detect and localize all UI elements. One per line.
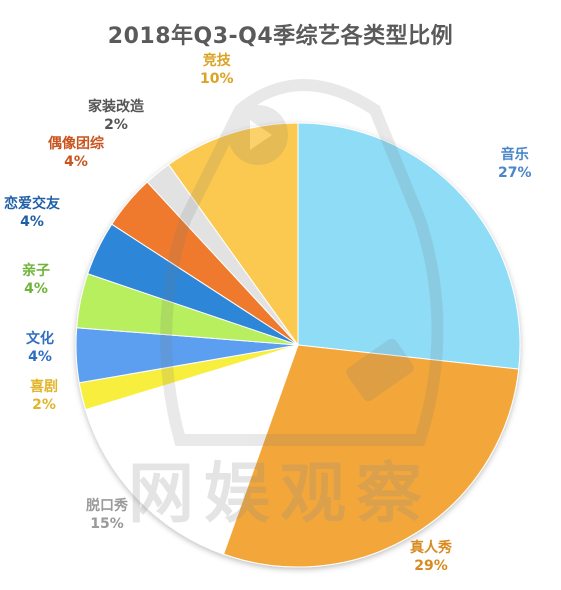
slice-label-6: 恋爱交友 4% — [4, 195, 60, 231]
chart-title: 2018年Q3-Q4季综艺各类型比例 — [107, 24, 454, 49]
slice-name: 竞技 — [202, 53, 231, 69]
slice-name: 真人秀 — [410, 540, 452, 556]
slice-name: 恋爱交友 — [4, 196, 60, 212]
slice-percent: 4% — [28, 349, 52, 365]
slice-label-4: 文化 4% — [26, 330, 54, 366]
slice-name: 亲子 — [22, 263, 50, 279]
penguin-play-logo — [160, 79, 444, 446]
slice-percent: 15% — [90, 516, 124, 532]
slice-label-2: 脱口秀 15% — [86, 497, 128, 533]
pie-slice-9 — [167, 122, 299, 347]
slice-label-8: 家装改造 2% — [88, 98, 144, 134]
slice-label-9: 竞技 10% — [200, 52, 234, 88]
slice-label-7: 偶像团综 4% — [48, 135, 104, 171]
slice-name: 喜剧 — [30, 379, 58, 395]
slice-label-0: 音乐 27% — [498, 146, 532, 182]
slice-percent: 2% — [104, 117, 128, 133]
slice-percent: 4% — [20, 214, 44, 230]
slice-percent: 10% — [200, 71, 234, 87]
slice-label-5: 亲子 4% — [22, 262, 50, 298]
slice-name: 家装改造 — [88, 99, 144, 115]
slice-name: 脱口秀 — [86, 498, 128, 514]
pie-slices — [75, 122, 521, 568]
slice-percent: 29% — [414, 558, 448, 574]
slice-percent: 2% — [32, 397, 56, 413]
slice-percent: 4% — [64, 154, 88, 170]
slice-percent: 27% — [498, 165, 532, 181]
slice-name: 文化 — [26, 331, 54, 347]
pie-slice-1 — [222, 344, 520, 568]
slice-name: 偶像团综 — [48, 136, 104, 152]
pie-slice-2 — [84, 344, 299, 555]
slice-percent: 4% — [24, 281, 48, 297]
watermark-text: 网娱观察 — [128, 455, 432, 532]
pie-slice-0 — [297, 122, 521, 370]
slice-label-1: 真人秀 29% — [410, 539, 452, 575]
slice-name: 音乐 — [500, 147, 529, 163]
slice-label-3: 喜剧 2% — [30, 378, 58, 414]
